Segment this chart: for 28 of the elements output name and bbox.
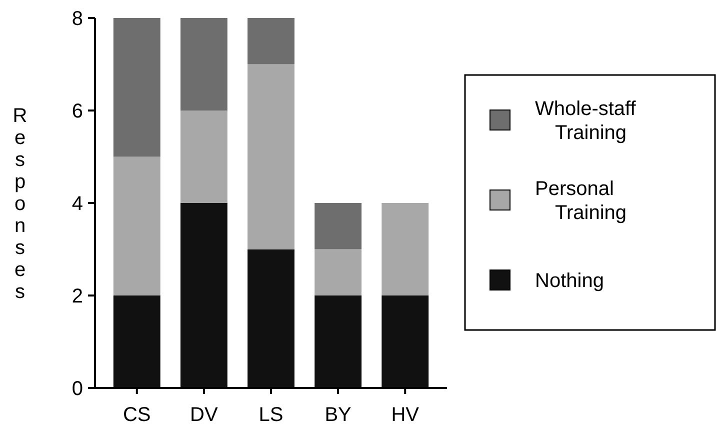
text: Responses [12,105,28,303]
bar [113,296,160,388]
bar [113,156,160,296]
bar [314,203,362,250]
x-tick-label: CS [122,404,151,426]
bar [382,296,429,388]
legend-label: Personal Training [535,178,627,224]
bar [180,18,228,110]
bar [314,296,362,388]
x-tick-label: HV [391,404,420,426]
legend-label: Nothing [535,270,604,292]
bar [382,203,429,296]
x-tick-label: LS [258,404,284,426]
y-tick-label: 8 [72,8,83,30]
y-tick-label: 6 [72,100,83,122]
y-tick-label: 4 [72,193,83,215]
bar [113,18,160,157]
bar [180,110,228,203]
legend-label: Whole-staff Training [535,98,636,144]
y-tick-label: 0 [72,378,83,400]
x-tick-label: DV [190,404,218,426]
bar [314,249,362,296]
bar [248,64,294,250]
x-tick-label: BY [324,404,352,426]
bar [248,249,294,388]
y-tick-label: 2 [72,286,83,308]
bar [248,18,294,64]
bar [180,203,228,388]
